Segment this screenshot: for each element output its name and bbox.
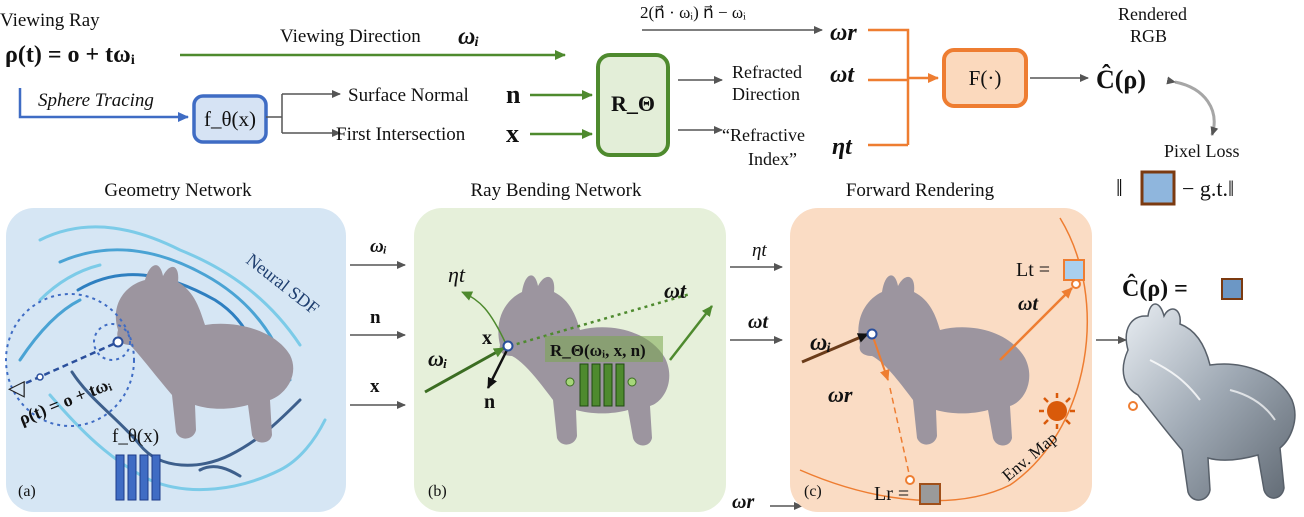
viewing-direction-label: Viewing Direction [280, 26, 421, 47]
env-point-t [1071, 279, 1081, 289]
omega-t-label: ωt [830, 62, 855, 88]
eta-arrow-b [461, 291, 507, 345]
refracted-label-2: Direction [732, 84, 800, 104]
loss-right-text: − g.t.‖ [1182, 176, 1234, 201]
forward-rendering-title: Forward Rendering [846, 180, 995, 201]
rendered-label-1: Rendered [1118, 4, 1187, 24]
ray-bending-title: Ray Bending Network [471, 180, 642, 201]
n-label-b: n [484, 391, 495, 413]
viewing-ray-equation: ρ(t) = o + tωᵢ [5, 42, 135, 68]
omega-i-arrow-b [424, 346, 505, 394]
ray-line-a [25, 340, 119, 385]
c-rho-equation: Ĉ(ρ) = [1122, 274, 1188, 302]
between-ab-n: n [370, 307, 381, 328]
sphere-tracing-arrow [18, 88, 189, 122]
omega-t-arrow-b [509, 292, 691, 348]
refractive-label-1: “Refractive [722, 125, 805, 145]
surface-normal-label: Surface Normal [348, 85, 469, 106]
loss-pixel-swatch [1140, 170, 1176, 206]
tracing-dotted-circle-small [93, 323, 131, 361]
merge-connector [868, 28, 910, 147]
f-render-box [942, 48, 1028, 108]
env-map-arc [799, 217, 1089, 502]
loss-left-bar: ‖ [1116, 176, 1123, 202]
viewing-direction-symbol: ωᵢ [458, 24, 479, 50]
pixel-loss-arrow [1166, 76, 1219, 136]
pixel-loss-label: Pixel Loss [1164, 141, 1240, 161]
viewing-ray-label: Viewing Ray [0, 10, 100, 31]
eta-t-label-b: ηt [448, 262, 466, 287]
f-theta-label: f_θ(x) [204, 107, 256, 131]
dog-shape-c [858, 275, 1030, 446]
geometry-network-title: Geometry Network [104, 180, 252, 201]
mlp-node-in [565, 377, 575, 387]
panel-a-tag: (a) [18, 483, 36, 500]
omega-i-arrow-c [801, 332, 869, 364]
glass-dog-render [1122, 303, 1296, 501]
ray-sample-point-a [36, 373, 44, 381]
branch-connector [266, 94, 283, 133]
l-r-swatch [919, 483, 941, 505]
omega-r-dashed-c [889, 387, 911, 479]
sun-icon [1039, 393, 1075, 429]
f-theta-small-label: f_θ(x) [112, 426, 159, 447]
r-theta-highlight [545, 336, 663, 362]
f-theta-box [192, 94, 268, 144]
env-point-r [905, 475, 915, 485]
tracing-dotted-circle [5, 293, 135, 427]
omega-r-arrow-c [871, 333, 890, 381]
omega-t-label-b: ωt [664, 278, 687, 303]
between-bc-eta-t: ηt [752, 240, 767, 261]
first-intersection-symbol: x [506, 119, 519, 148]
hit-point-c [866, 328, 878, 340]
n-arrow-b [486, 347, 510, 389]
sphere-tracing-label: Sphere Tracing [38, 90, 154, 111]
r-theta-box [596, 53, 670, 157]
f-render-label: F(·) [969, 66, 1002, 90]
between-bc-omega-t: ωt [748, 311, 769, 333]
surface-normal-symbol: n [506, 80, 521, 109]
c-rho-label: Ĉ(ρ) [1096, 65, 1146, 94]
refractive-label-2: Index” [748, 149, 797, 169]
ray-hit-point-a [112, 336, 124, 348]
omega-r-bottom: ωr [732, 491, 754, 513]
omega-t-arrow-b-tip [669, 305, 713, 361]
x-label-b: x [482, 327, 492, 349]
l-t-swatch [1063, 259, 1085, 281]
panel-b-tag: (b) [428, 483, 447, 500]
between-ab-x: x [370, 376, 380, 397]
reflection-formula: 2(n⃗ · ωᵢ) n⃗ − ωᵢ [640, 3, 746, 22]
eta-t-label: ηt [832, 134, 853, 160]
omega-r-label: ωr [830, 20, 857, 46]
eye-icon: ◁ [8, 375, 25, 400]
l-t-label: Lt = [1016, 259, 1050, 281]
hit-point-b [502, 340, 514, 352]
dog-shape-a [115, 265, 294, 443]
r-theta-args-label: R_Θ(ωᵢ, x, n) [550, 341, 646, 360]
between-ab-omega-i: ωᵢ [370, 236, 387, 257]
l-r-label: Lr = [874, 483, 909, 505]
output-pixel-swatch [1221, 278, 1243, 300]
rendered-label-2: RGB [1130, 26, 1167, 46]
refracted-label-1: Refracted [732, 62, 802, 82]
panel-c-tag: (c) [804, 483, 822, 500]
omega-t-arrow-c [999, 287, 1073, 361]
omega-i-label-b: ωᵢ [428, 346, 448, 371]
omega-i-label-c: ωᵢ [810, 330, 831, 356]
mlp-bars-b [579, 363, 625, 407]
mlp-node-out [627, 377, 637, 387]
first-intersection-label: First Intersection [336, 124, 466, 145]
omega-t-label-c: ωt [1018, 293, 1039, 315]
mlp-bars-a [115, 454, 161, 501]
r-theta-label: R_Θ [611, 91, 655, 116]
omega-r-label-c: ωr [828, 382, 853, 407]
